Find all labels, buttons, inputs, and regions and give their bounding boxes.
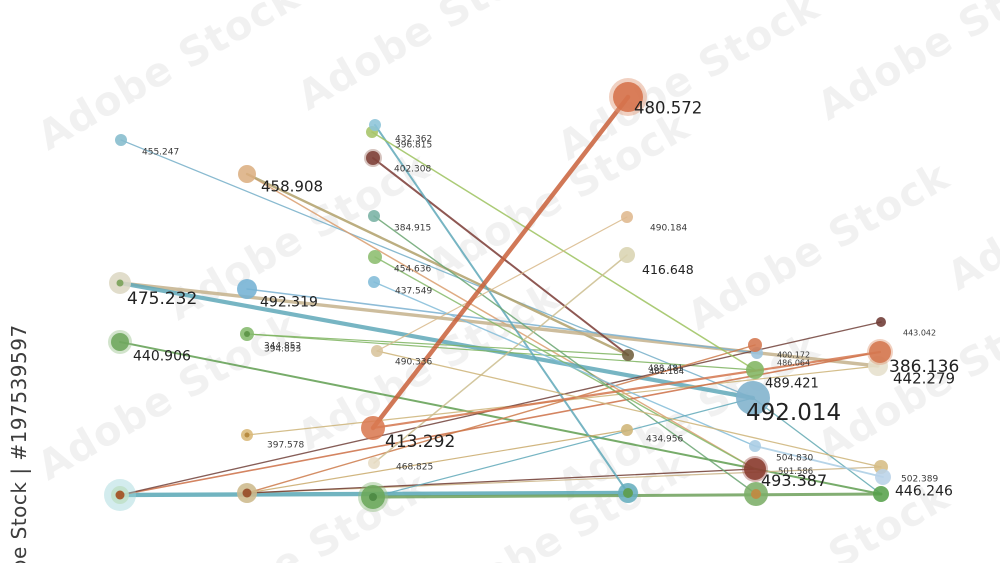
edge-line-bl2-a502n [246, 466, 882, 494]
node-value-label: 486.064 [777, 359, 810, 368]
node-a440 [111, 333, 129, 351]
node-core-a475 [116, 279, 124, 287]
node-a434 [621, 424, 633, 436]
edge-line-a344-a489 [246, 333, 756, 371]
edge-line-a458-a488 [245, 172, 630, 357]
node-a493 [744, 458, 766, 480]
node-core-bm [369, 493, 377, 501]
node-a413 [361, 416, 385, 440]
edge-line-a402-a488 [372, 157, 629, 356]
node-value-label: 416.648 [642, 262, 694, 277]
edge-line-a492319-a400b [246, 288, 758, 354]
node-value-label: 437.549 [395, 287, 432, 297]
edge-line-a492014-bm [372, 397, 754, 498]
node-a454 [368, 250, 382, 264]
node-core-a397 [244, 432, 250, 438]
node-value-label: 458.908 [261, 177, 323, 195]
node-a504 [749, 440, 761, 452]
node-value-label: 455.247 [142, 148, 179, 158]
node-value-label: 480.572 [634, 99, 702, 118]
node-value-label: 384.915 [394, 224, 431, 234]
node-core-a501g [751, 489, 761, 499]
edge-line-a384-a501g [373, 215, 757, 495]
node-core-bl1 [115, 490, 125, 500]
node-value-label: 397.578 [267, 441, 304, 451]
node-a492319 [237, 279, 257, 299]
node-value-label: 386.136 [889, 357, 959, 377]
node-value-label: 492.319 [260, 294, 318, 310]
edge-line-bl2-a486o [246, 344, 756, 494]
edge-line-a416-a468 [373, 254, 628, 464]
node-a458 [238, 165, 256, 183]
node-a492014 [736, 381, 770, 415]
edge-line-a454-a493 [374, 256, 756, 470]
node-a455 [115, 134, 127, 146]
node-value-label: 400.172 [777, 351, 810, 360]
edge-line-a437-a504 [373, 281, 756, 447]
node-value-label: 488.481 [648, 364, 683, 374]
edge-line-a490336-a502n [376, 350, 882, 468]
node-value-label: 446.246 [895, 483, 953, 499]
node-a437 [368, 276, 380, 288]
node-value-label: 490.336 [395, 358, 432, 368]
node-a486o [748, 338, 762, 352]
node-core-b628 [623, 488, 633, 498]
node-a468 [368, 457, 380, 469]
node-a402 [366, 151, 380, 165]
node-value-label: 344.852 [264, 342, 301, 352]
node-value-label: 468.825 [396, 463, 433, 473]
node-value-label: 432.362 [395, 135, 432, 145]
edge-line-a434-bl2 [246, 429, 628, 494]
node-value-label: 454.636 [394, 265, 431, 275]
edge-line-a413-a386 [371, 350, 882, 430]
node-value-label: 475.232 [127, 289, 197, 309]
node-value-label: 440.906 [133, 348, 191, 364]
node-value-label: 492.014 [746, 400, 841, 426]
node-value-label: 504.830 [776, 454, 813, 464]
edge-line-bl2-a493 [246, 468, 756, 494]
node-value-label: 493.387 [761, 471, 827, 490]
node-a416 [619, 247, 635, 263]
edge-line-a413-a480 [370, 94, 631, 431]
node-value-label: 413.292 [385, 432, 455, 452]
node-a446b [875, 469, 891, 485]
node-a386 [869, 341, 891, 363]
node-value-label: 434.956 [646, 435, 683, 445]
edge-line-a475-a492014 [117, 280, 756, 401]
node-value-label: 489.421 [765, 376, 819, 391]
edge-line-a504-a446b [754, 445, 884, 478]
node-core-a344 [244, 331, 250, 337]
node-a480 [613, 82, 643, 112]
node-a489 [746, 361, 764, 379]
node-value-label: 442.279 [893, 369, 955, 387]
node-value-label: 501.586 [778, 467, 813, 477]
node-a446g [873, 486, 889, 502]
node-a488 [622, 349, 634, 361]
node-value-label: 402.308 [394, 165, 431, 175]
node-value-label: 443.042 [903, 329, 936, 338]
node-value-label: 394.853 [264, 345, 301, 355]
node-value-label: 396.815 [395, 141, 432, 151]
node-a384 [368, 210, 380, 222]
node-value-label: 482.184 [649, 367, 684, 377]
watermark-stock-id: Adobe Stock | #197539597 [7, 324, 31, 563]
node-core-bl2 [242, 488, 252, 498]
node-value-label: 502.389 [901, 475, 938, 485]
node-a490184 [621, 211, 633, 223]
edge-line-a455-a492014 [120, 139, 754, 399]
node-a490336 [371, 345, 383, 357]
node-value-label: 490.184 [650, 224, 687, 234]
node-a432 [369, 119, 381, 131]
edge-line-a490184-a490336 [376, 216, 628, 352]
edge-line-a492014-a446g [752, 397, 882, 495]
node-a443 [876, 317, 886, 327]
